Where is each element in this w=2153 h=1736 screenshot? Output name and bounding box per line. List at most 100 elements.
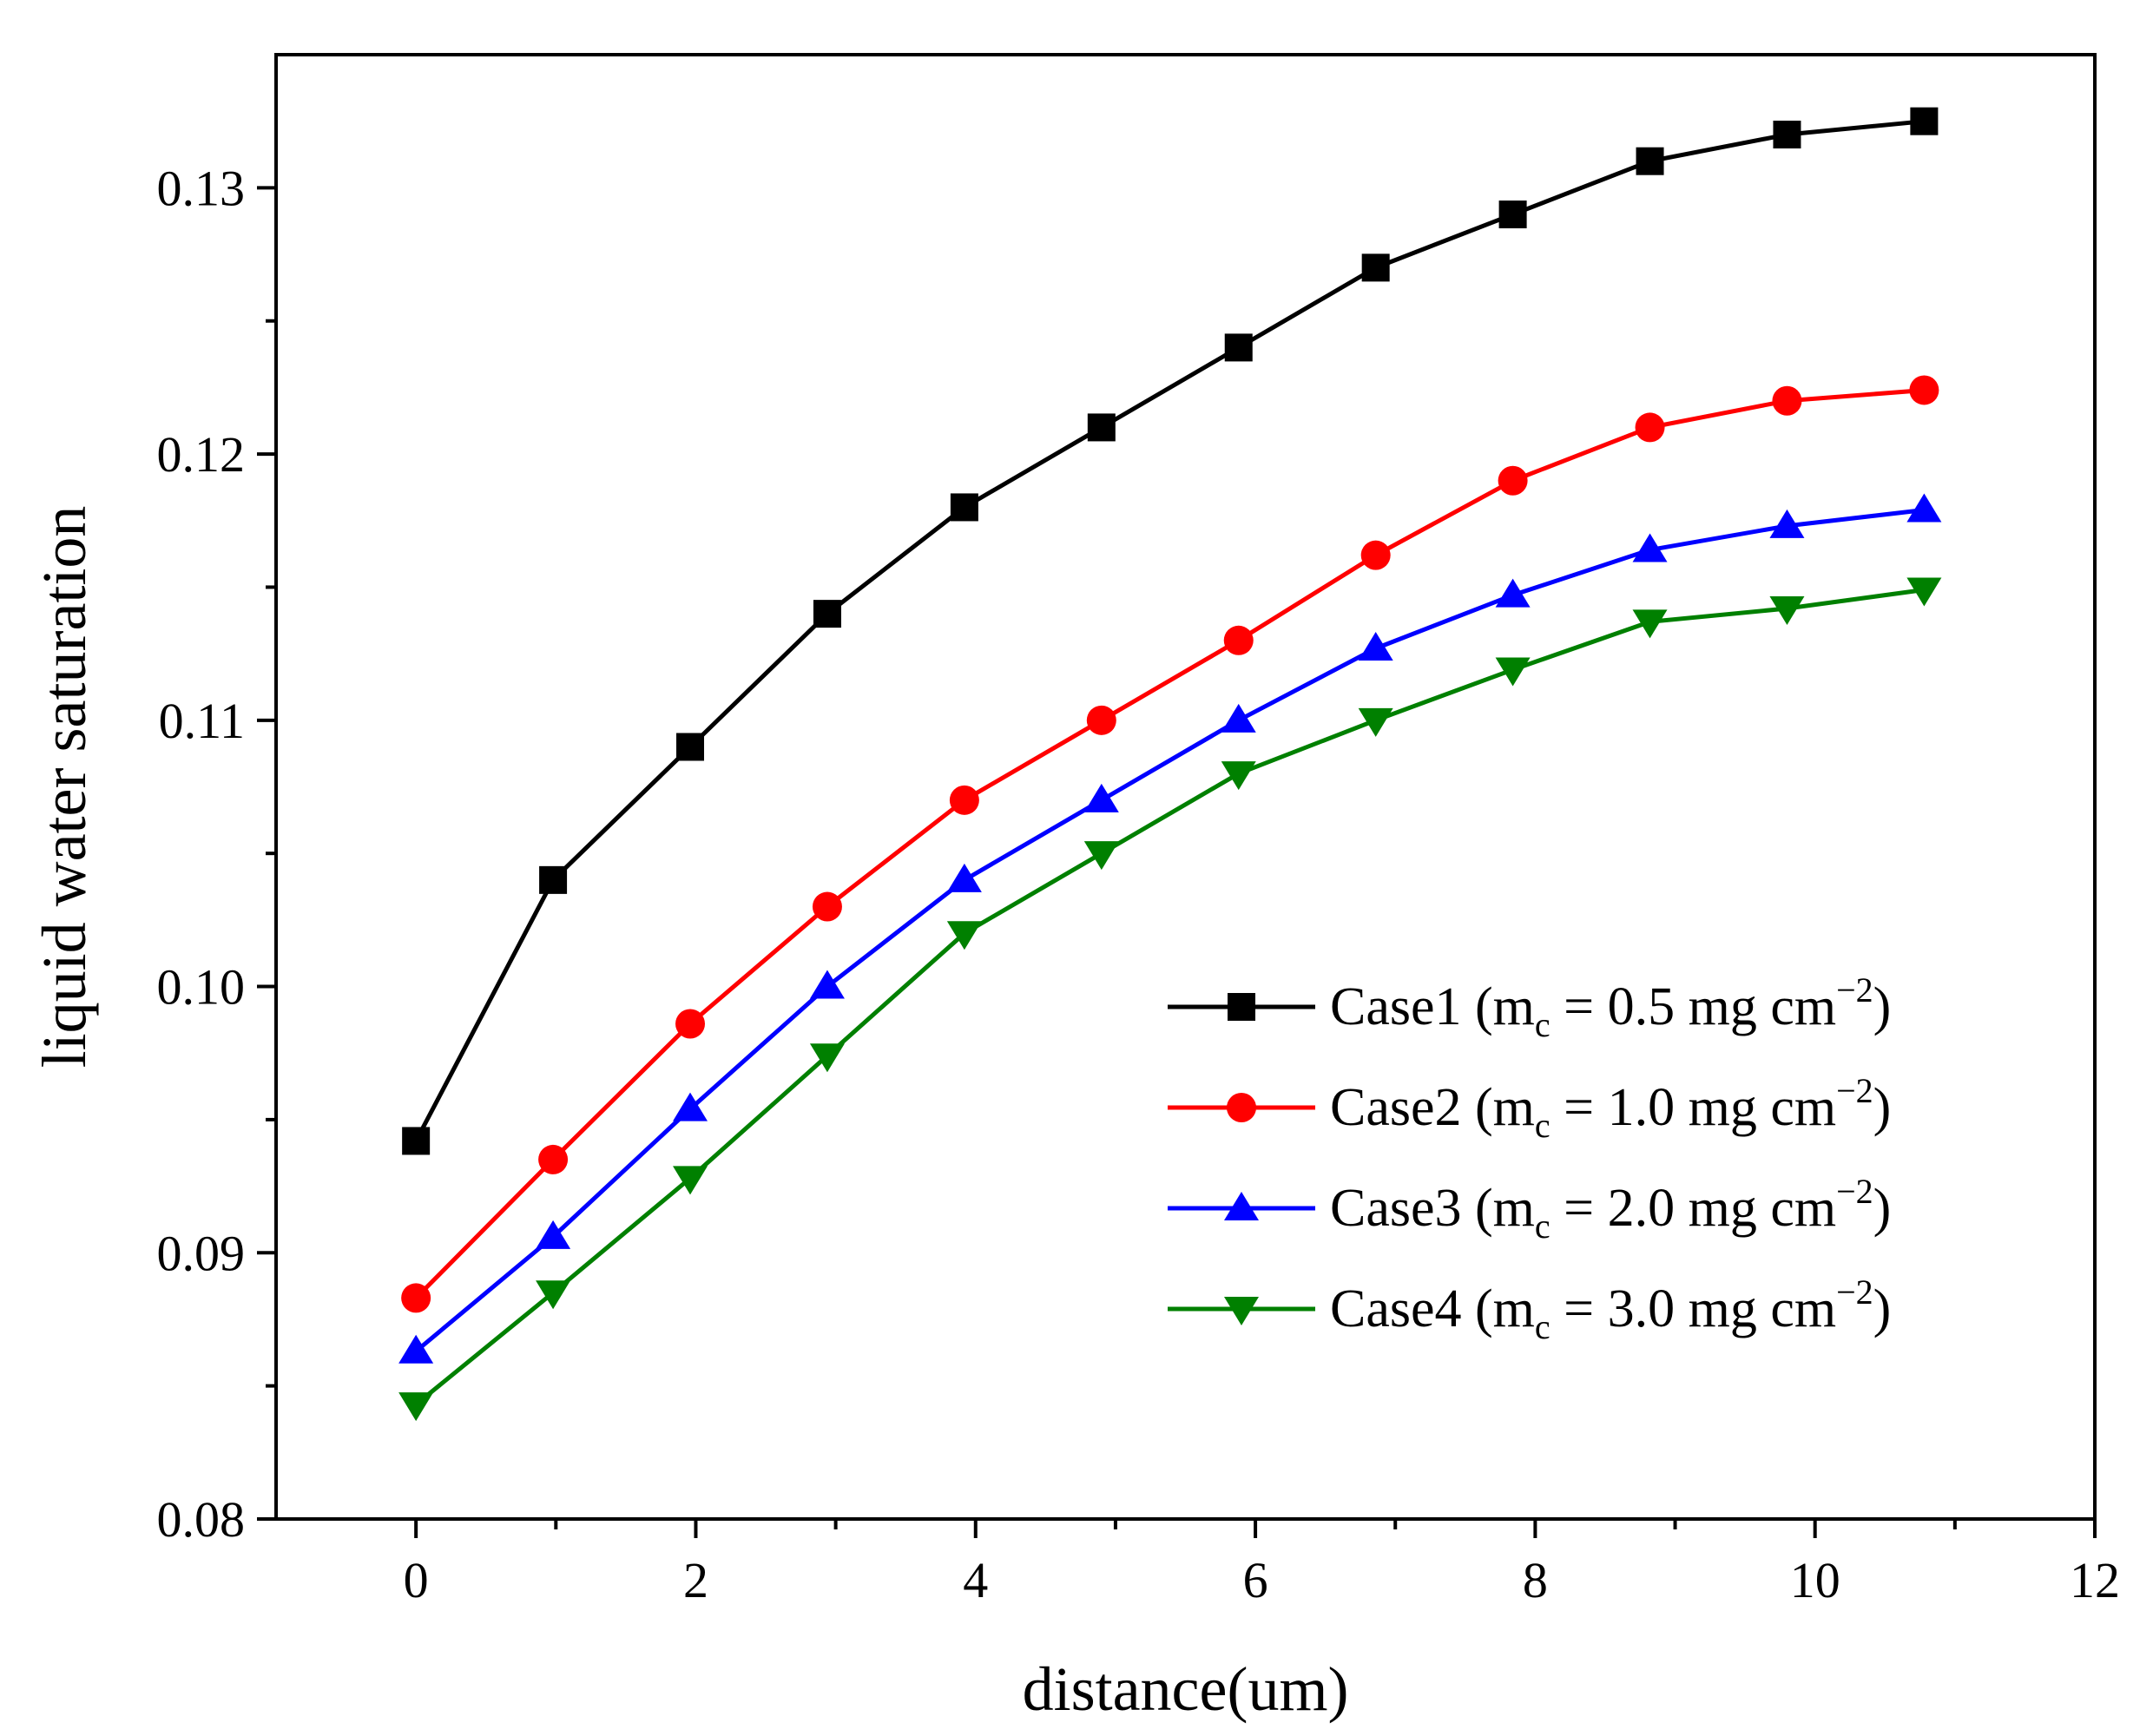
data-point [1769, 509, 1805, 538]
data-point [1909, 375, 1939, 405]
data-point [1498, 465, 1528, 496]
legend-label-part: ) [1873, 1179, 1892, 1238]
series-case3 [398, 493, 1942, 1364]
legend-label-part: ) [1873, 1078, 1892, 1137]
data-point [1906, 577, 1942, 607]
legend-label-part: −2 [1836, 1272, 1873, 1312]
legend-label: Case3 (mc = 2.0 mg cm−2) [1330, 1172, 1891, 1246]
data-point [1772, 385, 1802, 416]
data-point [1361, 253, 1390, 282]
y-tick-label: 0.10 [157, 959, 246, 1016]
legend-marker [1224, 1297, 1259, 1325]
legend-label-part: −2 [1836, 1172, 1873, 1211]
data-point [1083, 841, 1119, 871]
data-point [946, 863, 982, 892]
legend-label-part: = 1.0 mg cm [1551, 1078, 1836, 1137]
data-point [536, 1220, 571, 1249]
data-point [949, 785, 979, 815]
legend-marker [1224, 1192, 1259, 1220]
data-point [536, 1280, 571, 1310]
data-point [1636, 147, 1664, 175]
data-point [809, 1043, 845, 1073]
data-point [1495, 578, 1531, 608]
series-case1 [402, 107, 1939, 1155]
series-line [414, 588, 1925, 1407]
legend-marker [1227, 1093, 1256, 1122]
series-layer [398, 107, 1942, 1422]
legend-label-part: Case3 (m [1330, 1179, 1535, 1238]
data-point [1087, 413, 1116, 442]
data-point [398, 1334, 434, 1364]
series-case2 [401, 375, 1939, 1313]
legend-label: Case4 (mc = 3.0 mg cm−2) [1330, 1272, 1891, 1346]
x-axis-title: distance(um) [1023, 1654, 1349, 1724]
data-point [673, 1092, 708, 1121]
data-point [1769, 595, 1805, 625]
series-line [414, 508, 1925, 1353]
data-point [1358, 707, 1393, 737]
data-point [809, 970, 845, 999]
data-point [1906, 493, 1942, 523]
data-point [1632, 609, 1668, 639]
data-point [813, 600, 841, 628]
data-point [1498, 201, 1527, 229]
data-point [1358, 632, 1393, 661]
data-point [398, 1392, 434, 1422]
data-point [1221, 703, 1256, 733]
legend-label-part: c [1535, 1106, 1551, 1145]
data-point [1495, 657, 1531, 687]
data-point [673, 1166, 708, 1195]
y-axis-title: liquid water saturation [30, 506, 99, 1069]
series-line [414, 387, 1925, 1300]
legend-item: Case3 (mc = 2.0 mg cm−2) [1168, 1172, 1891, 1246]
data-point [402, 1127, 431, 1155]
data-point [1221, 761, 1256, 791]
legend-item: Case4 (mc = 3.0 mg cm−2) [1168, 1272, 1891, 1346]
data-point [1632, 533, 1668, 562]
y-tick-label: 0.13 [157, 160, 246, 216]
data-point [1224, 333, 1253, 362]
data-point [539, 865, 568, 894]
data-point [675, 1009, 706, 1039]
x-tick-label: 0 [404, 1552, 429, 1608]
y-tick-label: 0.11 [159, 693, 245, 749]
series-case4 [398, 577, 1942, 1422]
legend-label-part: c [1535, 1307, 1551, 1346]
legend-label-part: c [1535, 1005, 1551, 1044]
x-tick-label: 2 [683, 1552, 708, 1608]
data-point [1910, 107, 1939, 135]
x-tick-label: 4 [963, 1552, 988, 1608]
data-point [1635, 412, 1665, 443]
y-tick-label: 0.08 [157, 1491, 246, 1548]
x-tick-label: 12 [2070, 1552, 2120, 1608]
legend-label-part: ) [1873, 1279, 1892, 1338]
series-line [413, 119, 1925, 1142]
data-point [1223, 625, 1254, 655]
legend-label-part: Case4 (m [1330, 1279, 1535, 1338]
legend-label-part: = 3.0 mg cm [1551, 1279, 1836, 1338]
legend-label-part: ) [1873, 977, 1892, 1036]
legend-item: Case2 (mc = 1.0 mg cm−2) [1168, 1071, 1891, 1145]
legend-label: Case2 (mc = 1.0 mg cm−2) [1330, 1071, 1891, 1145]
axes-layer: 0 2 4 6 8 10 12 0.08 0.09 0.10 0.11 0.12 0.13 [157, 160, 2121, 1608]
legend-label-part: −2 [1836, 1071, 1873, 1110]
data-point [950, 493, 978, 522]
data-point [1773, 121, 1801, 149]
legend-label: Case1 (mc = 0.5 mg cm−2) [1330, 970, 1891, 1044]
plot-frame [274, 53, 2097, 1521]
legend-label-part: = 0.5 mg cm [1551, 977, 1836, 1036]
y-tick-label: 0.09 [157, 1225, 246, 1281]
data-point [401, 1283, 431, 1313]
legend-item: Case1 (mc = 0.5 mg cm−2) [1168, 970, 1891, 1044]
x-tick-label: 8 [1523, 1552, 1548, 1608]
legend-label-part: −2 [1836, 970, 1873, 1009]
x-tick-label: 10 [1790, 1552, 1840, 1608]
data-point [538, 1144, 569, 1174]
legend-label-part: Case2 (m [1330, 1078, 1535, 1137]
x-tick-label: 6 [1243, 1552, 1268, 1608]
data-point [1083, 783, 1119, 812]
data-point [1360, 540, 1391, 570]
legend-label-part: Case1 (m [1330, 977, 1535, 1036]
data-point [946, 921, 982, 950]
